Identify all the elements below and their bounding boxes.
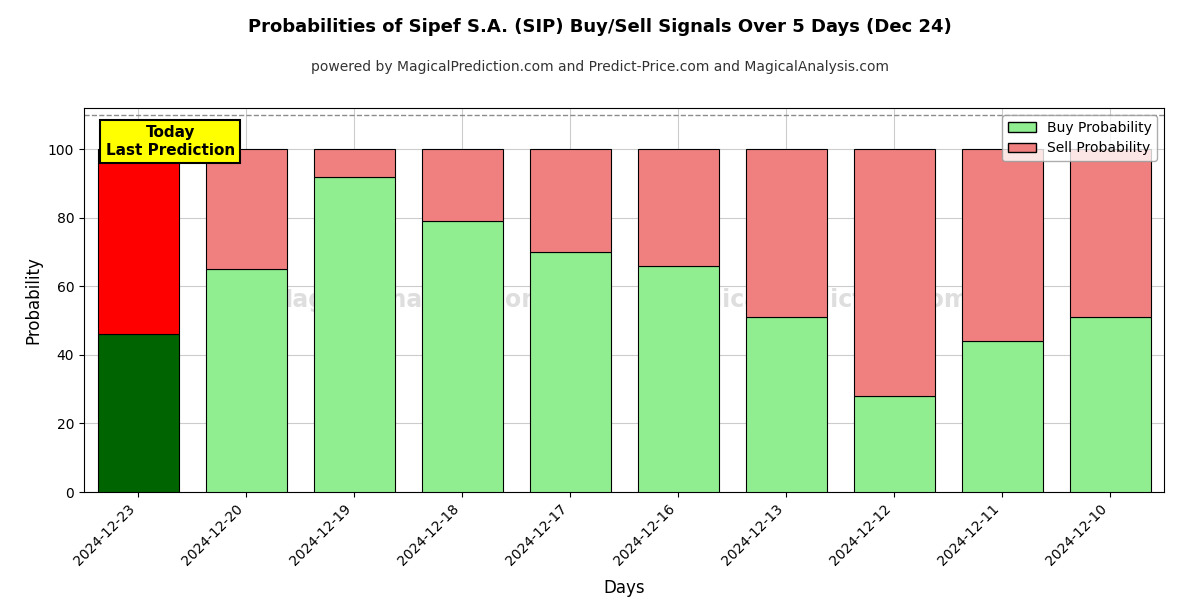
Bar: [1069, 149, 1151, 317]
Bar: [97, 334, 179, 492]
Bar: [637, 149, 719, 266]
Text: Today
Last Prediction: Today Last Prediction: [106, 125, 235, 158]
Bar: [961, 341, 1043, 492]
Text: MagicalAnalysis.com: MagicalAnalysis.com: [270, 288, 546, 312]
Bar: [853, 149, 935, 396]
Legend: Buy Probability, Sell Probability: Buy Probability, Sell Probability: [1002, 115, 1157, 161]
Bar: [745, 149, 827, 317]
Bar: [313, 176, 395, 492]
X-axis label: Days: Days: [604, 580, 644, 598]
Bar: [421, 221, 503, 492]
Bar: [97, 149, 179, 334]
Y-axis label: Probability: Probability: [24, 256, 42, 344]
Text: powered by MagicalPrediction.com and Predict-Price.com and MagicalAnalysis.com: powered by MagicalPrediction.com and Pre…: [311, 60, 889, 74]
Bar: [421, 149, 503, 221]
Bar: [1069, 317, 1151, 492]
Text: MagicalPrediction.com: MagicalPrediction.com: [667, 288, 970, 312]
Bar: [853, 396, 935, 492]
Bar: [205, 269, 287, 492]
Bar: [745, 317, 827, 492]
Text: Probabilities of Sipef S.A. (SIP) Buy/Sell Signals Over 5 Days (Dec 24): Probabilities of Sipef S.A. (SIP) Buy/Se…: [248, 18, 952, 36]
Bar: [529, 252, 611, 492]
Bar: [205, 149, 287, 269]
Bar: [961, 149, 1043, 341]
Bar: [313, 149, 395, 176]
Bar: [637, 266, 719, 492]
Bar: [529, 149, 611, 252]
